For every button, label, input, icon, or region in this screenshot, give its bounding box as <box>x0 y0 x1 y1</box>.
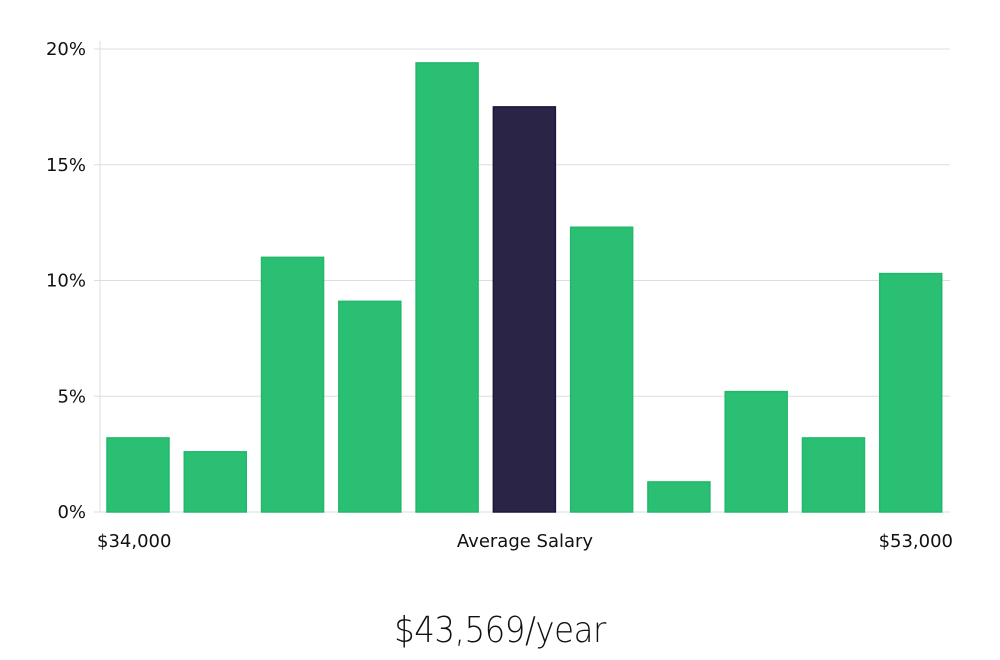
bar <box>260 256 325 513</box>
bar <box>878 272 943 513</box>
average-salary-value: $43,569/year <box>394 610 606 651</box>
y-tick-label: 10% <box>46 271 86 292</box>
bar <box>183 451 248 513</box>
y-tick-label: 5% <box>57 386 86 407</box>
y-tick-label: 0% <box>57 502 86 523</box>
bar <box>106 437 170 513</box>
y-tick-label: 20% <box>46 39 86 60</box>
bar <box>647 481 711 513</box>
salary-histogram: 0% 5% 10% 15% 20% $34,000 Average Salary $53,00… <box>46 39 953 552</box>
bar <box>415 62 479 513</box>
x-min-label: $34,000 <box>97 531 171 552</box>
x-max-label: $53,000 <box>879 531 953 552</box>
bar <box>724 390 788 513</box>
bar <box>801 437 866 513</box>
x-axis-label: Average Salary <box>457 531 594 552</box>
y-tick-label: 15% <box>46 155 86 176</box>
bar <box>569 226 634 513</box>
bar <box>338 300 402 513</box>
bar-highlighted <box>492 106 557 513</box>
